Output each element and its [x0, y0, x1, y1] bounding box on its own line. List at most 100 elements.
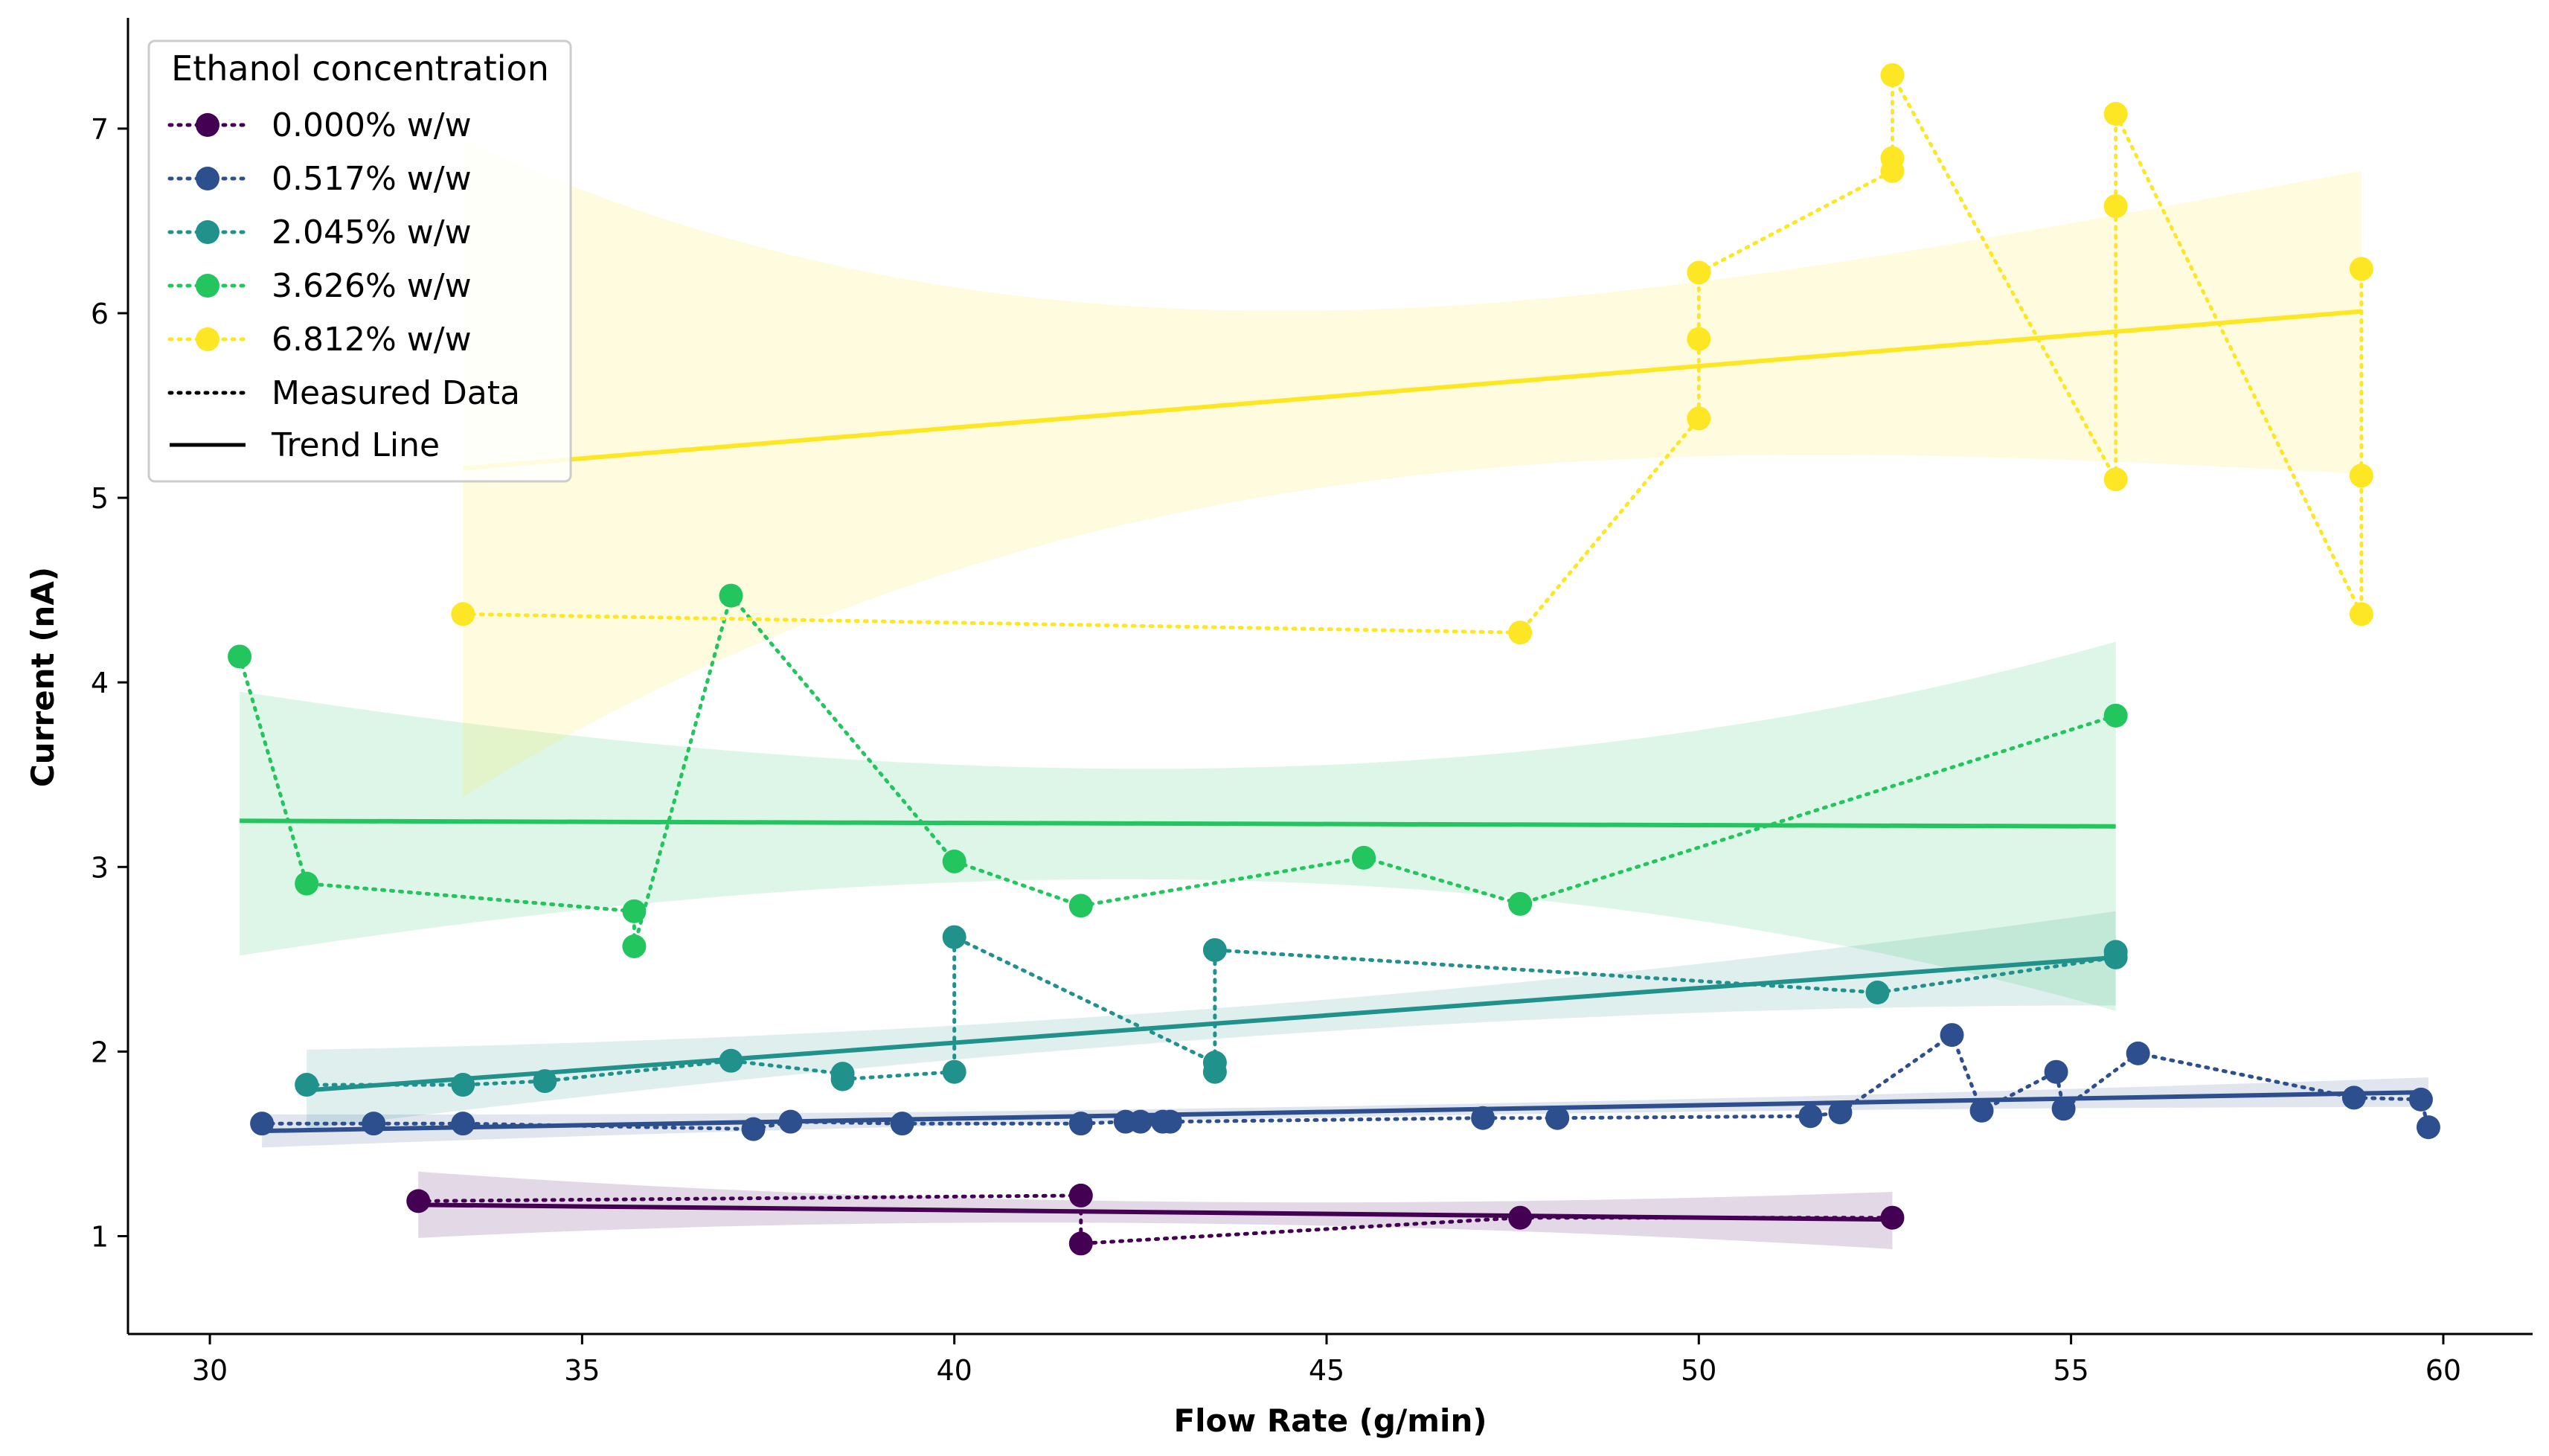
legend-box	[147, 39, 572, 483]
data-point	[1940, 1023, 1964, 1048]
trend-line-3	[240, 818, 2116, 829]
data-point	[2349, 602, 2373, 626]
data-point	[2103, 102, 2128, 126]
data-point	[1880, 146, 1905, 170]
data-point	[2103, 940, 2128, 964]
data-point	[1202, 937, 1227, 962]
data-point	[1068, 1231, 1093, 1256]
y-tick-label: 7	[91, 113, 109, 146]
data-point	[228, 644, 252, 669]
data-point	[2349, 257, 2373, 281]
data-point	[1880, 1205, 1905, 1230]
data-point	[2103, 467, 2128, 492]
data-point	[2341, 1085, 2366, 1110]
data-point	[1798, 1104, 1823, 1129]
x-tick-label: 60	[2425, 1354, 2461, 1387]
data-point	[1068, 894, 1093, 918]
x-tick-label: 35	[564, 1354, 600, 1387]
data-point	[622, 899, 647, 923]
y-tick-label: 3	[91, 851, 109, 884]
y-tick-label: 2	[91, 1036, 109, 1068]
measured-line-3	[237, 591, 2118, 947]
data-point	[1202, 1059, 1227, 1084]
y-tick-label: 6	[91, 298, 109, 330]
data-point	[2103, 194, 2128, 219]
legend-label: 3.626% w/w	[272, 267, 472, 305]
legend-swatch-marker	[196, 274, 219, 298]
data-point	[1545, 1106, 1570, 1130]
legend-label: 6.812% w/w	[272, 321, 472, 359]
data-point	[2103, 703, 2128, 728]
y-tick-label: 1	[91, 1221, 109, 1254]
data-point	[1068, 1183, 1093, 1208]
data-point	[1508, 891, 1533, 916]
legend-swatch-marker	[196, 327, 219, 351]
y-tick-label: 5	[91, 482, 109, 515]
data-point	[1687, 327, 1711, 351]
confidence-band-4	[463, 139, 2362, 798]
data-point	[1687, 406, 1711, 431]
data-point	[1969, 1098, 1994, 1123]
data-point	[719, 1048, 743, 1073]
x-axis-ticks: 30 35 40 45 50 55 60	[192, 1334, 2461, 1387]
data-point	[1352, 845, 1376, 870]
legend-title: Ethanol concentration	[171, 48, 549, 89]
x-tick-label: 50	[1681, 1354, 1716, 1387]
data-point	[1508, 1205, 1533, 1230]
x-tick-label: 55	[2053, 1354, 2088, 1387]
y-tick-label: 4	[91, 667, 109, 699]
legend-entries: 0.000% w/w 0.517% w/w 2.045% w/w 3.626% w/w…	[167, 106, 520, 464]
legend-label: 0.517% w/w	[272, 160, 472, 198]
data-point	[719, 583, 743, 608]
data-point	[1508, 620, 1533, 645]
data-point	[295, 871, 319, 896]
legend-swatch-marker	[196, 167, 219, 190]
legend-label: 0.000% w/w	[272, 106, 472, 144]
x-tick-label: 45	[1309, 1354, 1344, 1387]
data-point	[1865, 981, 1890, 1005]
measured-line-2	[304, 934, 2118, 1087]
data-point	[622, 934, 647, 958]
data-point	[295, 1073, 319, 1097]
data-point	[890, 1112, 914, 1136]
data-point	[942, 849, 966, 873]
x-tick-label: 40	[937, 1354, 972, 1387]
legend: Ethanol concentration 0.000% w/w 0.517% w…	[147, 39, 572, 483]
data-point	[2416, 1115, 2440, 1140]
legend-label: 2.045% w/w	[272, 214, 472, 251]
data-point	[830, 1067, 855, 1091]
data-point	[2051, 1097, 2076, 1121]
y-axis-title: Current (nA)	[25, 567, 61, 787]
data-point	[741, 1117, 766, 1141]
legend-swatch-marker	[196, 220, 219, 244]
data-point	[1471, 1106, 1495, 1130]
confidence-band-2	[307, 911, 2116, 1129]
data-point	[362, 1112, 386, 1136]
data-point	[778, 1109, 803, 1134]
data-point	[533, 1069, 557, 1094]
data-point	[1158, 1109, 1182, 1134]
legend-label: Measured Data	[272, 374, 520, 412]
data-point	[2126, 1041, 2150, 1065]
y-axis-ticks: 1 2 3 4 5 6 7	[91, 113, 128, 1254]
data-point	[942, 1059, 966, 1084]
data-point	[1068, 1112, 1093, 1136]
x-tick-label: 30	[192, 1354, 228, 1387]
data-point	[1880, 62, 1905, 87]
data-point	[2408, 1087, 2433, 1112]
data-point	[2349, 464, 2373, 488]
data-points	[228, 62, 2440, 1256]
data-point	[942, 925, 966, 949]
legend-swatch-marker	[196, 113, 219, 137]
confidence-band-3	[240, 641, 2116, 1011]
measured-line-4	[461, 74, 2364, 635]
data-point	[250, 1112, 275, 1136]
data-point	[1128, 1109, 1152, 1134]
data-point	[406, 1189, 431, 1213]
trend-line-4	[463, 309, 2362, 471]
data-point	[451, 1112, 475, 1136]
x-axis-title: Flow Rate (g/min)	[1173, 1402, 1487, 1439]
data-point	[1687, 260, 1711, 285]
data-point	[1828, 1100, 1853, 1125]
